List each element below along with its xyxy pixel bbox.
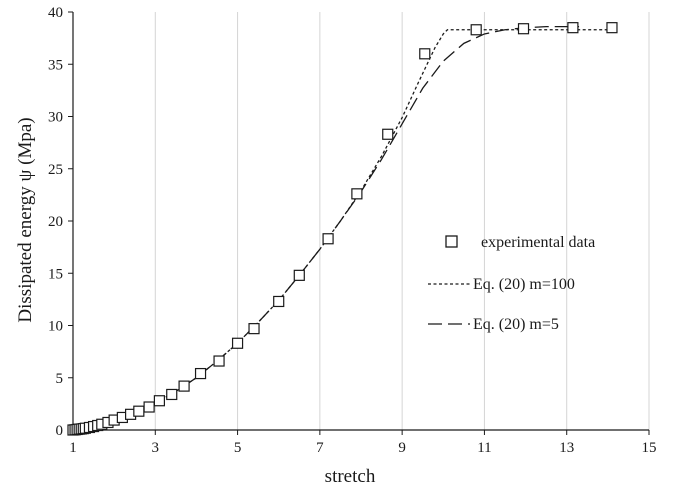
data-point-experimental: [567, 22, 579, 34]
data-point-experimental: [322, 233, 334, 245]
legend-marker-experimental: [445, 235, 458, 248]
data-point-experimental: [133, 405, 145, 417]
data-point-experimental: [382, 128, 394, 140]
x-tick-label: 1: [69, 440, 77, 456]
data-point-experimental: [517, 23, 530, 35]
data-point-experimental: [231, 337, 244, 349]
data-point-experimental: [166, 388, 178, 401]
plot-series: [67, 22, 618, 436]
data-point-experimental: [470, 24, 482, 36]
y-tick-label: 30: [48, 110, 63, 126]
x-axis-label: stretch: [325, 466, 376, 487]
x-tick-label: 3: [152, 440, 160, 456]
x-tick-label: 13: [559, 440, 574, 456]
y-axis-label: Dissipated energy ψ (Mpa): [15, 117, 36, 322]
x-tick-label: 5: [234, 440, 242, 456]
legend-label-m5: Eq. (20) m=5: [473, 316, 559, 333]
data-point-experimental: [194, 367, 207, 380]
data-point-experimental: [213, 355, 225, 367]
data-point-experimental: [419, 48, 431, 60]
x-tick-label: 11: [477, 440, 491, 456]
y-tick-label: 10: [48, 319, 63, 335]
data-point-experimental: [351, 188, 363, 200]
legend-label-m100: Eq. (20) m=100: [473, 276, 575, 293]
y-tick-label: 20: [48, 214, 63, 230]
data-point-experimental: [248, 323, 260, 335]
x-tick-label: 15: [642, 440, 657, 456]
axes: [68, 11, 650, 435]
data-point-experimental: [606, 22, 618, 34]
data-point-experimental: [143, 401, 155, 413]
y-tick-label: 0: [56, 423, 64, 439]
legend: experimental data Eq. (20) m=100 Eq. (20…: [428, 234, 595, 333]
legend-label-experimental: experimental data: [481, 234, 595, 251]
data-point-experimental: [153, 395, 165, 407]
x-tick-label: 9: [398, 440, 406, 456]
y-tick-label: 35: [48, 57, 63, 73]
data-point-experimental: [273, 295, 285, 308]
y-tick-label: 5: [56, 371, 64, 387]
y-tick-label: 25: [48, 162, 63, 178]
y-tick-label: 15: [48, 266, 63, 282]
y-tick-label: 40: [48, 5, 63, 21]
series-line-m5: [72, 25, 580, 431]
x-tick-label: 7: [316, 440, 324, 456]
gridlines: [154, 12, 650, 430]
series-line-m100: [72, 29, 612, 431]
data-point-experimental: [293, 269, 305, 281]
data-point-experimental: [178, 380, 190, 392]
